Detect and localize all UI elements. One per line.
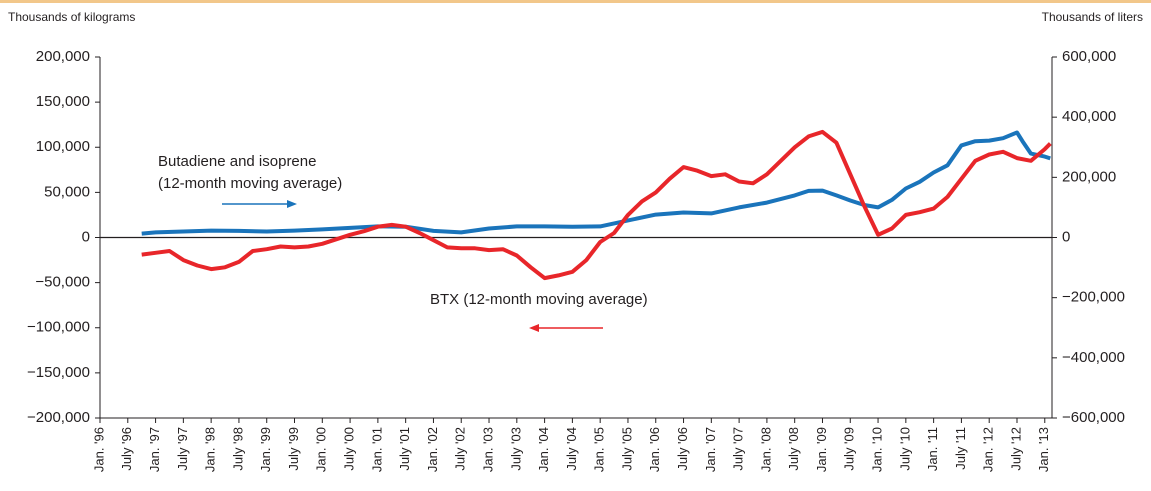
x-tick-label: July '12 (1008, 427, 1023, 471)
top-rule (0, 0, 1151, 3)
x-tick-label: Jan. '04 (536, 427, 551, 472)
x-tick-label: Jan. '07 (703, 427, 718, 472)
x-tick-label: Jan. '02 (425, 427, 440, 472)
y-tick-label: 50,000 (44, 183, 90, 200)
series-line (141, 129, 1052, 281)
y2-tick-label: −600,000 (1062, 409, 1125, 426)
x-tick-label: Jan. '13 (1036, 427, 1051, 472)
y2-tick-label: −400,000 (1062, 349, 1125, 366)
x-tick-label: July '02 (453, 427, 468, 471)
x-tick-label: Jan. '10 (869, 427, 884, 472)
y2-tick-label: 200,000 (1062, 168, 1116, 185)
x-tick-label: July '99 (286, 427, 301, 471)
x-tick-label: July '06 (675, 427, 690, 471)
x-tick-label: Jan. '09 (814, 427, 829, 472)
x-tick-label: July '09 (842, 427, 857, 471)
y-tick-label: −50,000 (35, 274, 90, 291)
x-tick-label: Jan. '96 (91, 427, 106, 472)
series-line (141, 130, 1051, 236)
x-tick-label: Jan. '03 (480, 427, 495, 472)
y-tick-label: 200,000 (36, 48, 90, 65)
x-tick-label: Jan. '11 (925, 427, 940, 471)
x-tick-label: Jan. '06 (647, 427, 662, 472)
y2-tick-label: 600,000 (1062, 48, 1116, 65)
y-tick-label: 150,000 (36, 93, 90, 110)
annotation: (12-month moving average) (158, 175, 342, 192)
y2-axis-title: Thousands of liters (1042, 10, 1143, 24)
annotation: Butadiene and isoprene (158, 153, 316, 170)
x-tick-label: July '11 (953, 427, 968, 470)
x-tick-label: July '96 (119, 427, 134, 471)
x-tick-label: Jan. '12 (981, 427, 996, 472)
y-tick-label: −150,000 (27, 364, 90, 381)
x-tick-label: July '01 (397, 427, 412, 471)
x-tick-label: July '97 (175, 427, 190, 471)
x-tick-label: Jan. '08 (758, 427, 773, 472)
red-arrow (529, 324, 603, 332)
y-tick-label: −100,000 (27, 319, 90, 336)
x-tick-label: July '00 (342, 427, 357, 471)
x-tick-label: Jan. '98 (203, 427, 218, 472)
y-tick-label: −200,000 (27, 409, 90, 426)
x-tick-label: Jan. '05 (592, 427, 607, 472)
x-tick-label: July '10 (897, 427, 912, 471)
x-tick-label: July '03 (508, 427, 523, 471)
y2-tick-label: 0 (1062, 228, 1070, 245)
y-tick-label: 0 (82, 228, 90, 245)
x-tick-label: Jan. '99 (258, 427, 273, 472)
x-tick-label: Jan. '97 (147, 427, 162, 472)
y2-tick-label: 400,000 (1062, 108, 1116, 125)
x-tick-label: July '07 (731, 427, 746, 471)
x-tick-label: July '98 (230, 427, 245, 471)
y-axis-title: Thousands of kilograms (8, 10, 135, 24)
y-tick-label: 100,000 (36, 138, 90, 155)
blue-arrow (222, 200, 297, 208)
x-tick-label: July '08 (786, 427, 801, 471)
x-tick-label: Jan. '01 (369, 427, 384, 472)
x-tick-label: July '04 (564, 427, 579, 471)
x-tick-label: Jan. '00 (314, 427, 329, 472)
x-tick-label: July '05 (619, 427, 634, 471)
annotation: BTX (12-month moving average) (430, 291, 648, 308)
y2-tick-label: −200,000 (1062, 289, 1125, 306)
